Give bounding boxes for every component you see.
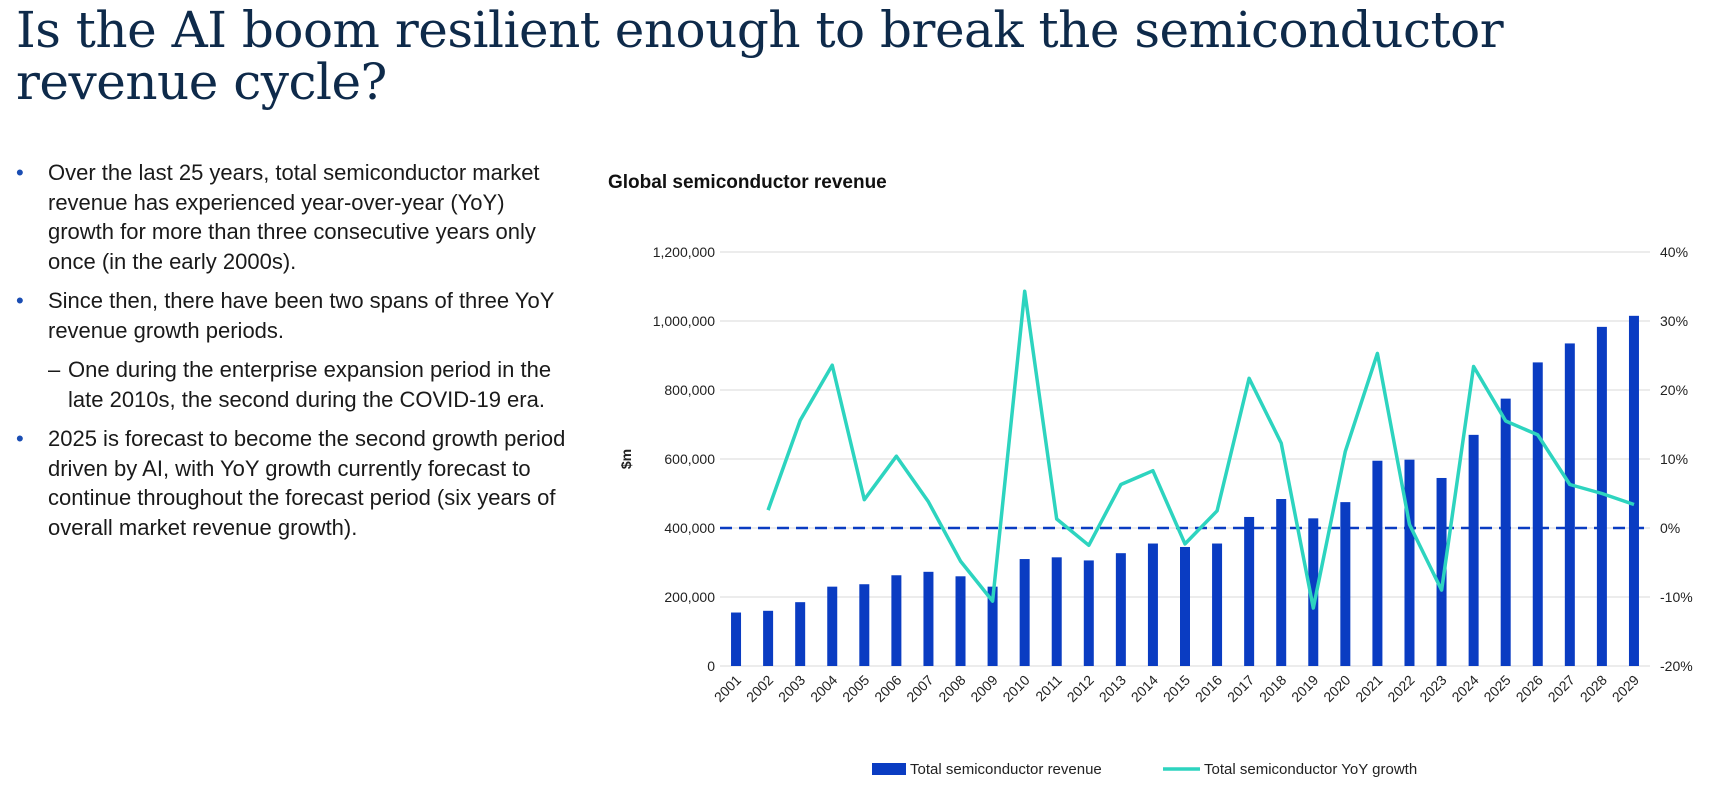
x-tick-label: 2006 xyxy=(871,672,904,705)
revenue-bar xyxy=(1340,502,1351,666)
bullet-text: Over the last 25 years, total semiconduc… xyxy=(48,160,540,274)
revenue-bar xyxy=(1404,459,1415,666)
x-tick-label: 2008 xyxy=(935,672,968,705)
bullet-text: 2025 is forecast to become the second gr… xyxy=(48,426,566,540)
y2-tick-label: 20% xyxy=(1660,382,1688,398)
chart-title: Global semiconductor revenue xyxy=(608,172,887,193)
x-tick-label: 2007 xyxy=(903,672,936,705)
revenue-bar xyxy=(1051,557,1062,666)
x-tick-label: 2017 xyxy=(1224,672,1257,705)
x-tick-label: 2013 xyxy=(1096,672,1129,705)
x-tick-label: 2024 xyxy=(1448,672,1481,705)
y2-tick-label: -20% xyxy=(1660,658,1693,674)
revenue-bar xyxy=(1244,516,1255,666)
bullet-text: Since then, there have been two spans of… xyxy=(48,288,554,343)
x-tick-label: 2019 xyxy=(1288,672,1321,705)
y2-tick-label: 10% xyxy=(1660,451,1688,467)
revenue-bar xyxy=(795,602,806,666)
revenue-bar xyxy=(1308,518,1319,666)
y2-tick-label: 0% xyxy=(1660,520,1680,536)
revenue-bar xyxy=(1436,477,1447,666)
x-tick-label: 2012 xyxy=(1064,672,1097,705)
revenue-bar xyxy=(1596,326,1607,666)
revenue-bar xyxy=(1500,398,1511,666)
sub-bullet-item: – One during the enterprise expansion pe… xyxy=(14,355,574,414)
y-tick-label: 0 xyxy=(707,658,715,674)
bullet-marker: • xyxy=(16,288,24,313)
sub-bullet-marker: – xyxy=(48,357,61,382)
x-tick-label: 2025 xyxy=(1480,672,1513,705)
growth-line xyxy=(766,289,1635,610)
revenue-bar xyxy=(1372,460,1383,666)
x-tick-label: 2023 xyxy=(1416,672,1449,705)
x-tick-label: 2027 xyxy=(1545,672,1578,705)
y-tick-label: 800,000 xyxy=(664,382,715,398)
bullet-item: • Since then, there have been two spans … xyxy=(14,286,574,345)
y-tick-label: 1,200,000 xyxy=(653,244,715,260)
bullet-marker: • xyxy=(16,426,24,451)
x-tick-label: 2015 xyxy=(1160,672,1193,705)
y-tick-label: 600,000 xyxy=(664,451,715,467)
revenue-bar xyxy=(1083,560,1094,666)
x-tick-label: 2020 xyxy=(1320,672,1353,705)
y2-tick-label: 30% xyxy=(1660,313,1688,329)
y2-tick-label: 40% xyxy=(1660,244,1688,260)
revenue-bar xyxy=(827,586,838,666)
y-tick-label: 400,000 xyxy=(664,520,715,536)
bullet-marker: • xyxy=(16,160,24,185)
bullet-item: • Over the last 25 years, total semicond… xyxy=(14,158,574,276)
legend-growth-label: Total semiconductor YoY growth xyxy=(1204,761,1417,778)
revenue-bar xyxy=(1147,543,1158,666)
x-tick-label: 2029 xyxy=(1609,672,1642,705)
x-tick-label: 2005 xyxy=(839,672,872,705)
revenue-bar xyxy=(987,586,998,666)
x-tick-label: 2002 xyxy=(743,672,776,705)
revenue-bar xyxy=(1019,559,1030,666)
x-tick-label: 2018 xyxy=(1256,672,1289,705)
x-tick-label: 2014 xyxy=(1128,672,1161,705)
revenue-bar xyxy=(859,584,870,666)
revenue-bar xyxy=(1532,362,1543,666)
x-tick-label: 2004 xyxy=(807,672,840,705)
revenue-bar xyxy=(1276,499,1287,666)
legend-revenue-label: Total semiconductor revenue xyxy=(910,761,1102,778)
revenue-bar xyxy=(1468,434,1479,666)
revenue-bar xyxy=(1628,315,1639,666)
x-tick-label: 2011 xyxy=(1032,672,1065,705)
x-tick-label: 2022 xyxy=(1384,672,1417,705)
revenue-bar xyxy=(1115,553,1126,666)
bullet-list: • Over the last 25 years, total semicond… xyxy=(14,158,574,552)
bullet-item: • 2025 is forecast to become the second … xyxy=(14,424,574,542)
y2-tick-label: -10% xyxy=(1660,589,1693,605)
revenue-bar xyxy=(955,576,966,666)
x-tick-label: 2028 xyxy=(1577,672,1610,705)
revenue-bar xyxy=(1564,343,1575,666)
y-axis-label: $m xyxy=(618,449,634,469)
x-tick-label: 2003 xyxy=(775,672,808,705)
x-tick-label: 2026 xyxy=(1513,672,1546,705)
revenue-bar xyxy=(923,571,934,666)
revenue-bar xyxy=(1180,546,1190,666)
revenue-bar xyxy=(763,610,774,666)
revenue-bar xyxy=(1212,543,1223,666)
revenue-bar xyxy=(731,612,742,666)
y-tick-label: 1,000,000 xyxy=(653,313,715,329)
revenue-bar xyxy=(891,575,902,666)
x-tick-label: 2009 xyxy=(967,672,1000,705)
x-tick-label: 2010 xyxy=(999,672,1032,705)
y-tick-label: 200,000 xyxy=(664,589,715,605)
legend-revenue-swatch xyxy=(872,763,906,775)
x-tick-label: 2001 xyxy=(711,672,744,705)
x-tick-label: 2021 xyxy=(1352,672,1385,705)
sub-bullet-text: One during the enterprise expansion peri… xyxy=(68,357,552,412)
page-title: Is the AI boom resilient enough to break… xyxy=(16,1,1504,111)
x-tick-label: 2016 xyxy=(1192,672,1225,705)
